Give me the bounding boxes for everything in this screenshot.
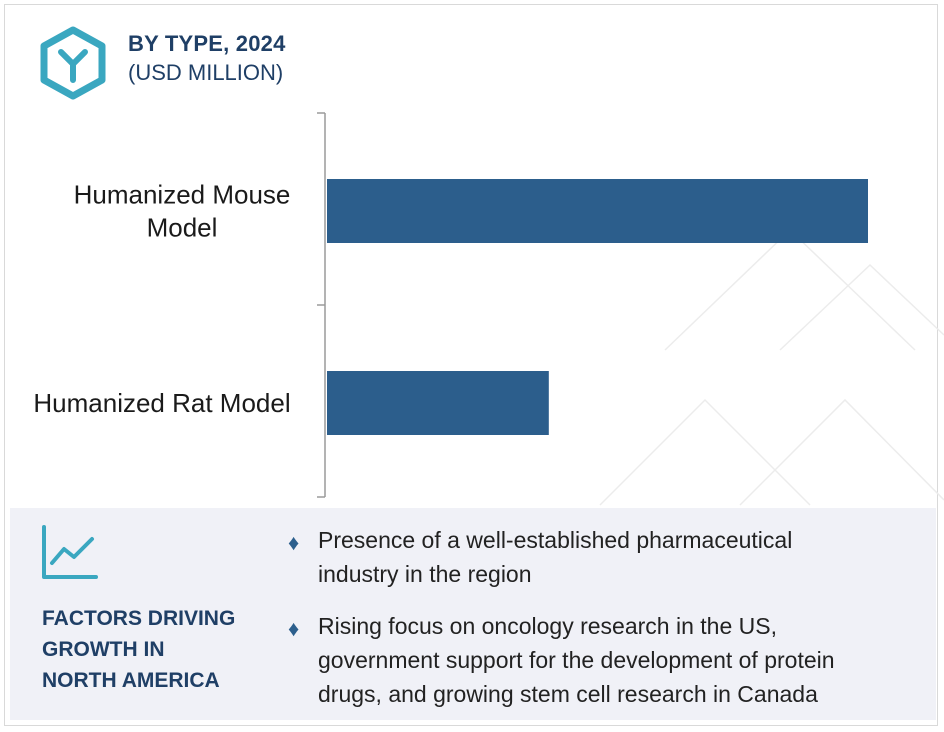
chart-title: BY TYPE, 2024 bbox=[128, 31, 286, 56]
chart-subtitle: (USD MILLION) bbox=[128, 60, 284, 85]
diamond-bullet-icon: ♦ bbox=[288, 530, 300, 555]
factors-panel bbox=[10, 508, 936, 720]
category-label-line: Humanized Rat Model bbox=[33, 388, 290, 418]
factor-text-line: Rising focus on oncology research in the… bbox=[318, 613, 777, 639]
factors-title-line: GROWTH IN bbox=[42, 638, 165, 661]
factors-title-line: FACTORS DRIVING bbox=[42, 607, 236, 630]
factors-title: FACTORS DRIVING GROWTH IN NORTH AMERICA bbox=[42, 603, 262, 696]
factor-item: ♦ Presence of a well-established pharmac… bbox=[284, 523, 904, 591]
factor-text-line: drugs, and growing stem cell research in… bbox=[318, 681, 818, 707]
cube-logo-icon bbox=[40, 26, 106, 100]
factor-text-line: Presence of a well-established pharmaceu… bbox=[318, 527, 793, 553]
bar bbox=[327, 371, 549, 435]
trend-chart-icon bbox=[42, 525, 98, 579]
factor-item: ♦ Rising focus on oncology research in t… bbox=[284, 609, 904, 711]
factor-text-line: industry in the region bbox=[318, 561, 532, 587]
category-label: Humanized Mouse Model bbox=[74, 180, 291, 243]
factor-text-line: government support for the development o… bbox=[318, 647, 835, 673]
category-label-line: Humanized Mouse bbox=[74, 180, 291, 210]
diamond-bullet-icon: ♦ bbox=[288, 616, 300, 641]
factors-title-line: NORTH AMERICA bbox=[42, 669, 220, 692]
bar bbox=[327, 179, 868, 243]
category-label-line: Model bbox=[147, 213, 218, 243]
factors-list: ♦ Presence of a well-established pharmac… bbox=[284, 523, 904, 729]
category-label: Humanized Rat Model bbox=[33, 388, 290, 418]
